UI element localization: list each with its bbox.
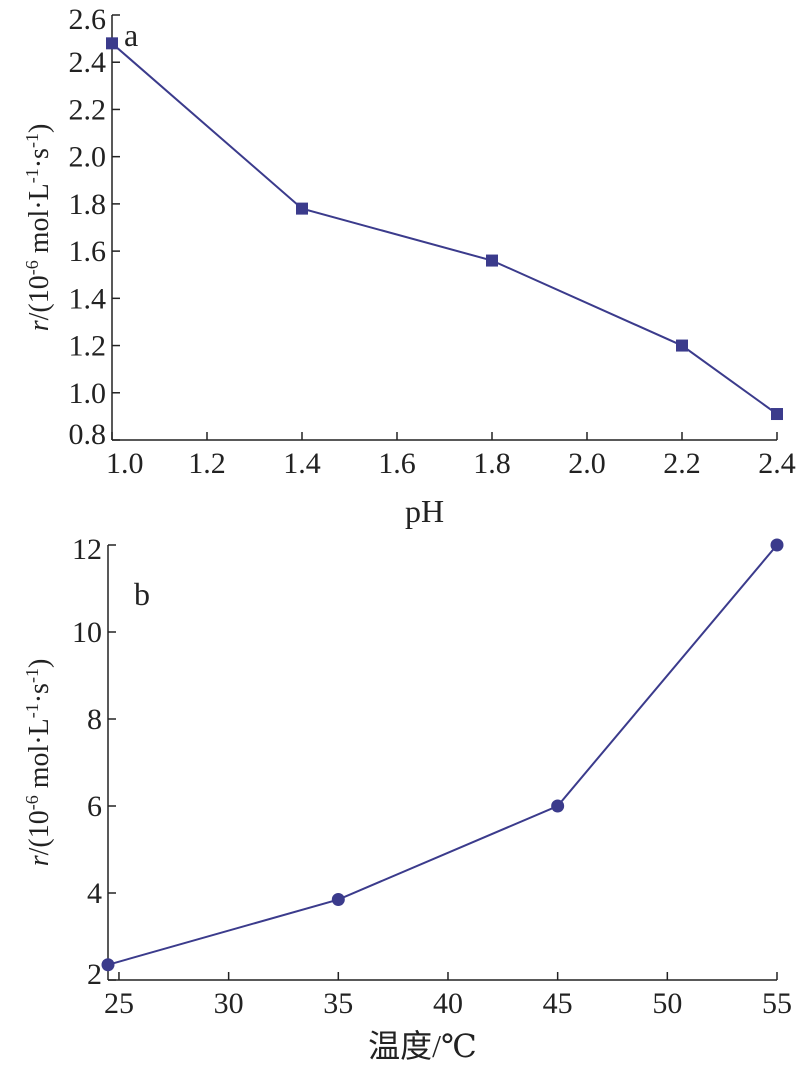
x-tick-label: 2.4 [758,447,796,480]
y-axis-label-part: -1 [22,703,42,718]
x-tick-label: 45 [543,987,573,1020]
x-tick-label: 25 [104,987,134,1020]
data-point [296,202,308,215]
y-tick-label: 2.2 [69,93,107,126]
y-axis-label-part: ) [24,659,55,668]
y-tick-label: 0.8 [69,418,107,451]
y-axis-label-part: -6 [22,260,42,275]
y-axis-label-part: r [24,855,55,866]
series-line [107,544,778,966]
y-axis-label-part: ·s [24,683,55,703]
y-axis-label: r/(10-6 mol·L-1·s-1) [22,124,55,332]
y-axis-label: r/(10-6 mol·L-1·s-1) [22,659,55,867]
y-tick-label: 2.6 [69,3,107,36]
y-axis-label-part: ) [24,124,55,133]
panel-label: a [124,17,138,53]
y-axis-label-part: -1 [22,668,42,683]
y-axis-label-part: -1 [22,168,42,183]
y-tick-label: 1.4 [69,282,107,315]
x-axis-label: pH [405,493,444,529]
y-tick-label: 4 [87,877,102,910]
data-point [101,958,115,972]
y-tick-label: 8 [87,703,102,736]
x-tick-label: 1.0 [106,447,144,480]
x-tick-label: 50 [652,987,682,1020]
y-tick-label: 12 [72,533,102,566]
y-tick-label: 2.0 [69,141,107,174]
series-line [111,42,778,415]
data-point [486,254,498,267]
panel-label: b [134,576,150,612]
x-tick-label: 55 [762,987,792,1020]
x-tick-label: 1.6 [378,447,416,480]
x-tick-label: 1.2 [188,447,226,480]
y-tick-label: 6 [87,790,102,823]
x-tick-label: 30 [214,987,244,1020]
y-tick-label: 1.2 [69,330,107,363]
x-tick-label: 2.0 [568,447,606,480]
x-tick-label: 1.4 [283,447,321,480]
data-point [551,799,565,813]
y-tick-label: 2.4 [69,46,107,79]
x-axis-label: 温度/℃ [368,1028,477,1064]
y-axis-label-part: mol·L [24,183,55,260]
chart-panel-b: 25 30 35 40 45 50 55 2 4 6 8 10 12 b 温度/℃ r/(10-6 mol·L… [22,533,792,1064]
y-axis-label-part: /(10 [24,810,55,855]
y-tick-label: 1.8 [69,188,107,221]
data-point [106,37,118,50]
y-tick-label: 1.6 [69,235,107,268]
x-tick-label: 1.8 [473,447,511,480]
data-point [331,893,345,907]
data-point [770,538,784,552]
data-point [676,339,688,352]
y-axis-label-part: mol·L [24,718,55,795]
y-tick-label: 10 [72,616,102,649]
x-tick-label: 2.2 [663,447,701,480]
y-tick-label: 2 [87,958,102,991]
data-point [771,408,783,421]
y-axis-label-part: /(10 [24,275,55,320]
x-tick-label: 35 [323,987,353,1020]
y-axis-label-part: -1 [22,133,42,148]
y-axis-label-part: r [24,320,55,331]
x-tick-label: 40 [433,987,463,1020]
y-tick-label: 1.0 [69,377,107,410]
chart-panel-a: 1.0 1.2 1.4 1.6 1.8 2.0 2.2 2.40.81.01.21.41.61… [22,3,796,529]
y-axis-label-part: -6 [22,795,42,810]
y-axis-label-part: ·s [24,148,55,168]
